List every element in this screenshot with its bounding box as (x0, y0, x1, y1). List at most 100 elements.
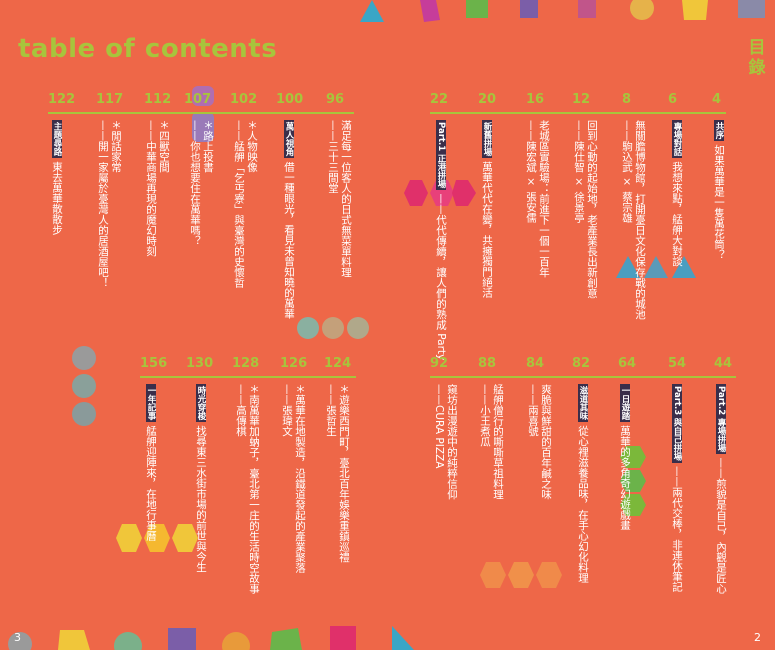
toc-entry: 新舊拼場 萬華代代在變，共擁獨門絕活 (480, 120, 493, 298)
page-number: 8 (622, 92, 632, 107)
section-tag: 專場對話 (672, 120, 682, 158)
page-number: 100 (276, 92, 304, 107)
entry-line: 滿足每一位客人的日式無菜單料理 (340, 120, 352, 278)
page-number: 54 (668, 356, 687, 371)
toc-entry: 滋道其味 從心裡滋養品味，在手心幻化料理 (576, 384, 589, 583)
page-number: 156 (140, 356, 168, 371)
entry-line: 艋舺僧行的嘶嘶草祖料理 (492, 384, 504, 500)
entry-line: ——CURA PIZZA (433, 384, 445, 469)
decorative-shapes-top (360, 0, 765, 22)
entry-line: ——張哲生 (325, 384, 337, 437)
page-number: 96 (326, 92, 345, 107)
divider-rule (430, 112, 726, 114)
page-number: 126 (280, 356, 308, 371)
decorative-hexagon-top-left (192, 86, 214, 142)
entry-line: ——陳仕智 × 徐景亭 (573, 120, 585, 223)
decorative-circles-mid (297, 317, 369, 339)
entry-line: ——艋舺「乞丐寮」與臺灣的史懷哲 (233, 120, 245, 288)
entry-line: 窺坊出漫遊中的純粹信仰 (446, 384, 458, 500)
divider-rule (48, 112, 354, 114)
page-number: 82 (572, 356, 591, 371)
entry-line: ——兩代交棒，非連休筆記 (671, 465, 683, 592)
decorative-hexagons-green (620, 446, 646, 516)
entry-line: ——三十三間堂 (327, 120, 339, 194)
entry-line: ——煎貌是自己，內觀是匠心 (715, 457, 727, 594)
section-tag: 萬人視角 (284, 120, 294, 158)
page-number: 124 (324, 356, 352, 371)
page-number: 84 (526, 356, 545, 371)
page-number: 92 (430, 356, 449, 371)
toc-entry: 時光穿梭 找尋東三水街市場的前世與今生 (194, 384, 207, 572)
page-number: 44 (714, 356, 733, 371)
entry-line: ＊南萬華加蚋子，臺北第一庄的生活時空故事 (248, 384, 260, 594)
entry-line: 東去萬華散散步 (51, 161, 63, 235)
section-tag: Part.2 專場拼場 (716, 384, 726, 455)
toc-entry: 專場對話 我想來點，艋舺大對談 (670, 120, 683, 266)
entry-line: 老城區實驗場：前進下一個一百年 (538, 120, 550, 278)
toc-entry: ＊閒話家常 ——開一家屬於臺灣人的居酒屋吧！ (96, 120, 122, 288)
toc-entry: Part.2 專場拼場 ——煎貌是自己，內觀是匠心 (714, 384, 727, 594)
footer-page-left: 3 (14, 631, 21, 644)
entry-line: ——中華商場再現的魔幻時刻 (145, 120, 157, 257)
page-number: 88 (478, 356, 497, 371)
entry-line: 萬華代代在變，共擁獨門絕活 (481, 161, 493, 298)
entry-line: ——駒込武 × 蔡宗雄 (621, 120, 633, 223)
toc-block-bottom-left: 156 130 128 126 124 一年記事 艋舺迎陣來，在地行事曆 時光穿… (140, 356, 360, 606)
toc-entry: ＊南萬華加蚋子，臺北第一庄的生活時空故事 ——高傳棋 (234, 384, 260, 594)
page-number: 130 (186, 356, 214, 371)
toc-entry: Part.3 與自己拼場 ——兩代交棒，非連休筆記 (670, 384, 683, 592)
page-number: 4 (712, 92, 722, 107)
toc-entry: 無關膽博物館，打開臺日文化保存戰的城池 ——駒込武 × 蔡宗雄 (620, 120, 646, 320)
section-tag: Part.1 正港拼場 (436, 120, 446, 191)
toc-entry: ＊人物映像 ——艋舺「乞丐寮」與臺灣的史懷哲 (232, 120, 258, 288)
decorative-triangles (616, 256, 696, 278)
page-number: 64 (618, 356, 637, 371)
side-title: 目錄 (748, 38, 766, 78)
entry-line: ＊路上投書 (202, 120, 214, 173)
page-number: 107 (184, 92, 212, 107)
section-tag: 新舊拼場 (482, 120, 492, 158)
decorative-hexagons-yellow (116, 524, 198, 552)
entry-line: 回到心動的起始地，老產業長出新創意 (586, 120, 598, 299)
toc-block-top-right: 22 20 16 12 8 6 4 Part.1 正港拼場 ——代代傳續，讓人們… (430, 92, 730, 360)
entry-line: 找尋東三水街市場的前世與今生 (195, 425, 207, 573)
entry-line: ——兩喜號 (527, 384, 539, 437)
entry-line: 爽脆與鮮甜的百年鹹之味 (540, 384, 552, 500)
entry-line: ＊人物映像 (246, 120, 258, 173)
entry-line: 我想來點，艋舺大對談 (671, 161, 683, 267)
toc-entry: 窺坊出漫遊中的純粹信仰 ——CURA PIZZA (432, 384, 458, 500)
decorative-hexagons-orange (480, 562, 562, 588)
divider-rule (430, 376, 736, 378)
toc-entry: 滿足每一位客人的日式無菜單料理 ——三十三間堂 (326, 120, 352, 278)
page-number: 20 (478, 92, 497, 107)
section-tag: 主題尋路 (52, 120, 62, 158)
toc-entry: ＊四獸空間 ——中華商場再現的魔幻時刻 (144, 120, 170, 257)
entry-line: ＊萬華在地製造，沿鐵道發起的產業聚落 (294, 384, 306, 573)
entry-line: ——高傳棋 (235, 384, 247, 437)
toc-entry: 老城區實驗場：前進下一個一百年 ——陳宏斌 × 張安儒 (524, 120, 550, 278)
footer-page-right: 2 (754, 631, 761, 644)
toc-entry: 回到心動的起始地，老產業長出新創意 ——陳仕智 × 徐景亭 (572, 120, 598, 299)
page-number: 122 (48, 92, 76, 107)
entry-line: ＊閒話家常 (110, 120, 122, 173)
entry-line: ——代代傳續，讓人們的熟成 Party (435, 193, 447, 361)
page-title: table of contents (18, 34, 278, 64)
toc-entry: ＊路上投書 ——你也想要住在萬華嗎？ (188, 120, 214, 246)
page-number: 16 (526, 92, 545, 107)
toc-entry: 共序 如果萬華是一隻萬花筒？ (712, 120, 725, 260)
page-number: 6 (668, 92, 678, 107)
page-number: 102 (230, 92, 258, 107)
decorative-shapes-bottom (8, 626, 414, 650)
entry-line: ——小王煮瓜 (479, 384, 491, 447)
entry-line: 無關膽博物館，打開臺日文化保存戰的城池 (634, 120, 646, 320)
page-number: 117 (96, 92, 124, 107)
toc-entry: ＊萬華在地製造，沿鐵道發起的產業聚落 ——張瑋文 (280, 384, 306, 573)
toc-block-bottom-right: 92 88 84 82 64 54 44 窺坊出漫遊中的純粹信仰 ——CURA … (430, 356, 740, 606)
entry-line: 如果萬華是一隻萬花筒？ (713, 144, 725, 260)
page-number: 22 (430, 92, 449, 107)
section-tag: 時光穿梭 (196, 384, 206, 422)
section-tag: 滋道其味 (578, 384, 588, 422)
entry-line: 借一種眼光，看見未曾知曉的萬華 (283, 161, 295, 319)
toc-entry: 一年記事 艋舺迎陣來，在地行事曆 (144, 384, 157, 541)
